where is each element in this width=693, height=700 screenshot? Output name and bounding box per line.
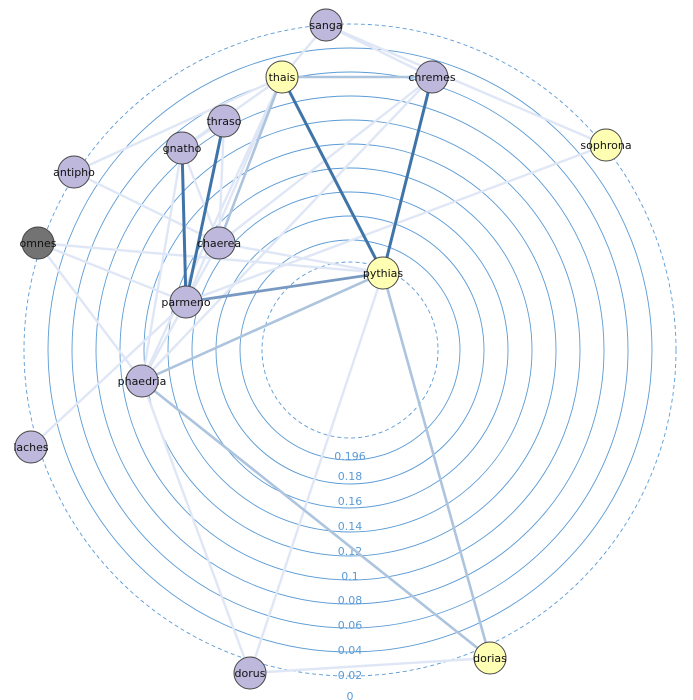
edge-phaedria-dorus (140, 379, 252, 675)
node-label: phaedria (118, 375, 167, 388)
node-label: sophrona (580, 139, 631, 152)
ring (167, 167, 533, 533)
edge-dorus-dorias (248, 656, 492, 675)
ring (143, 143, 557, 557)
concentric-rings (23, 23, 677, 677)
ring-label: 0.04 (338, 644, 363, 657)
outer-ring (23, 23, 677, 677)
edge-thais-chaerea (217, 75, 284, 245)
edge-chremes-phaedria (140, 75, 434, 383)
node-label: laches (13, 441, 49, 454)
node-pythias[interactable]: pythias (363, 256, 404, 290)
edge-phaedria-pythias (140, 271, 385, 383)
node-dorias[interactable]: dorias (473, 641, 507, 675)
node-parmeno[interactable]: parmeno (161, 285, 211, 319)
ring (191, 191, 509, 509)
node-sanga[interactable]: sanga (309, 8, 343, 42)
node-circle (169, 285, 203, 319)
node-circle (473, 641, 507, 675)
node-phaedria[interactable]: phaedria (118, 364, 167, 398)
ring-label: 0.06 (338, 619, 363, 632)
ring-label: 0.08 (338, 594, 363, 607)
node-circle (165, 131, 199, 165)
edge-thraso-chaerea (217, 119, 226, 245)
node-circle (202, 226, 236, 260)
edge-omnes-pythias (36, 241, 385, 275)
node-chaerea[interactable]: chaerea (197, 226, 241, 260)
node-circle (14, 430, 48, 464)
ring (215, 215, 485, 485)
edge-parmeno-pythias (184, 271, 385, 304)
node-dorus[interactable]: dorus (233, 656, 267, 690)
edge-phaedria-dorias (140, 379, 492, 660)
node-circle (366, 256, 400, 290)
node-label: thraso (206, 115, 241, 128)
node-circle (57, 155, 91, 189)
node-label: parmeno (161, 296, 211, 309)
node-circle (207, 104, 241, 138)
node-label: gnatho (163, 142, 202, 155)
node-label: pythias (363, 267, 404, 280)
edge-antipho-thais (72, 75, 284, 174)
inner-ring (261, 261, 439, 439)
edge-chremes-pythias (381, 75, 434, 275)
ring (71, 71, 629, 629)
ring-labels: 0.196 0.18 0.16 0.14 0.12 0.1 0.08 0.06 … (334, 450, 366, 700)
ring-label: 0.196 (334, 450, 366, 463)
node-thraso[interactable]: thraso (206, 104, 242, 138)
edge-antipho-chaerea (72, 170, 221, 245)
node-circle (415, 60, 449, 94)
node-label: antipho (53, 166, 95, 179)
node-circle (233, 656, 267, 690)
node-chremes[interactable]: chremes (408, 60, 456, 94)
edge-gnatho-chaerea (180, 146, 221, 245)
edge-omnes-parmeno (36, 241, 188, 304)
node-antipho[interactable]: antipho (53, 155, 95, 189)
edge-thraso-parmeno (184, 119, 226, 304)
edge-gnatho-phaedria (140, 146, 184, 383)
node-circle (21, 226, 55, 260)
node-thais[interactable]: thais (265, 60, 299, 94)
ring-label: 0.16 (338, 495, 363, 508)
node-label: omnes (20, 237, 57, 250)
node-label: thais (269, 71, 296, 84)
node-label: dorus (235, 667, 266, 680)
ring-label: 0.18 (338, 470, 363, 483)
node-gnatho[interactable]: gnatho (163, 131, 202, 165)
node-laches[interactable]: laches (13, 430, 49, 464)
node-label: sanga (309, 19, 342, 32)
edge-laches-parmeno (29, 300, 188, 449)
node-circle (309, 8, 343, 42)
ring (95, 95, 605, 605)
edge-pythias-dorus (248, 271, 385, 675)
ring-label: 0.14 (338, 520, 363, 533)
ring-label: 0.02 (338, 669, 363, 682)
edge-sanga-sophrona (324, 23, 608, 147)
nodes: sanga thais chremes thraso gnatho sophrona ant… (13, 8, 632, 690)
ring (47, 47, 653, 653)
node-circle (589, 128, 623, 162)
node-label: chaerea (197, 237, 241, 250)
ring-label: 0.12 (338, 545, 363, 558)
edge-pythias-dorias (381, 271, 492, 660)
edge-thais-pythias (280, 75, 385, 275)
edge-gnatho-parmeno (180, 146, 188, 304)
node-label: dorias (473, 652, 507, 665)
node-omnes[interactable]: omnes (20, 226, 57, 260)
node-circle (265, 60, 299, 94)
ring-label: 0.1 (341, 570, 359, 583)
node-sophrona[interactable]: sophrona (580, 128, 632, 162)
node-label: chremes (408, 71, 456, 84)
ring-label: 0 (347, 690, 354, 700)
node-circle (125, 364, 159, 398)
